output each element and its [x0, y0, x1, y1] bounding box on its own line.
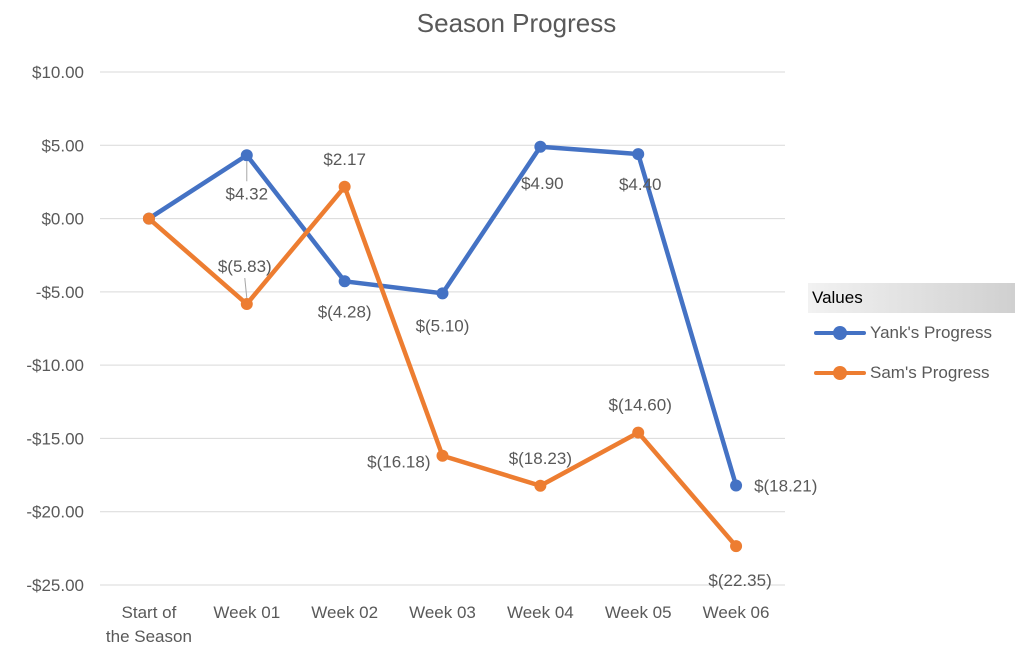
- y-tick-label: $10.00: [32, 63, 84, 82]
- data-label: $2.17: [323, 150, 366, 169]
- legend-label: Yank's Progress: [870, 323, 992, 342]
- data-label: $(5.83): [218, 257, 272, 276]
- chart-title: Season Progress: [416, 8, 617, 38]
- data-label: $(18.21): [754, 476, 817, 495]
- y-tick-label: -$10.00: [26, 356, 84, 375]
- data-point: [534, 140, 547, 153]
- data-point: [632, 426, 645, 439]
- y-tick-label: $0.00: [41, 210, 84, 229]
- x-tick-label: Week 02: [311, 603, 378, 622]
- x-tick-label: Start of: [122, 603, 177, 622]
- data-point: [730, 540, 743, 553]
- legend-label: Sam's Progress: [870, 363, 990, 382]
- y-tick-label: -$15.00: [26, 429, 84, 448]
- data-point: [632, 148, 645, 161]
- y-tick-label: -$20.00: [26, 503, 84, 522]
- data-label: $(5.10): [416, 316, 470, 335]
- data-point: [436, 287, 449, 300]
- x-tick-label: Week 04: [507, 603, 574, 622]
- data-label: $(4.28): [318, 302, 372, 321]
- data-label: $(14.60): [609, 396, 672, 415]
- x-tick-label: Week 01: [213, 603, 280, 622]
- data-point: [240, 298, 253, 311]
- y-tick-label: $5.00: [41, 136, 84, 155]
- legend: Values Yank's Progress Sam's Progress: [808, 283, 1015, 393]
- legend-item-sam[interactable]: Sam's Progress: [808, 353, 1015, 393]
- x-tick-label: Week 05: [605, 603, 672, 622]
- data-point: [338, 180, 351, 193]
- data-point: [240, 149, 253, 162]
- x-tick-label: Week 03: [409, 603, 476, 622]
- series-line: [146, 184, 739, 549]
- legend-marker: [833, 326, 847, 340]
- x-tick-label: the Season: [106, 627, 192, 646]
- data-label: $(16.18): [367, 453, 430, 472]
- legend-marker: [833, 366, 847, 380]
- legend-item-yank[interactable]: Yank's Progress: [808, 313, 1015, 353]
- data-label: $4.32: [226, 184, 269, 203]
- x-tick-label: Week 06: [703, 603, 770, 622]
- data-point: [534, 479, 547, 492]
- data-point: [142, 212, 155, 225]
- y-tick-label: -$25.00: [26, 576, 84, 595]
- data-label: $4.40: [619, 175, 662, 194]
- data-label: $(18.23): [509, 449, 572, 468]
- data-label: $4.90: [521, 174, 564, 193]
- legend-title: Values: [808, 283, 1015, 313]
- data-label: $(22.35): [708, 571, 771, 590]
- data-point: [730, 479, 743, 492]
- data-point: [436, 449, 449, 462]
- y-tick-label: -$5.00: [36, 283, 84, 302]
- leader-line: [244, 277, 248, 299]
- data-point: [338, 275, 351, 288]
